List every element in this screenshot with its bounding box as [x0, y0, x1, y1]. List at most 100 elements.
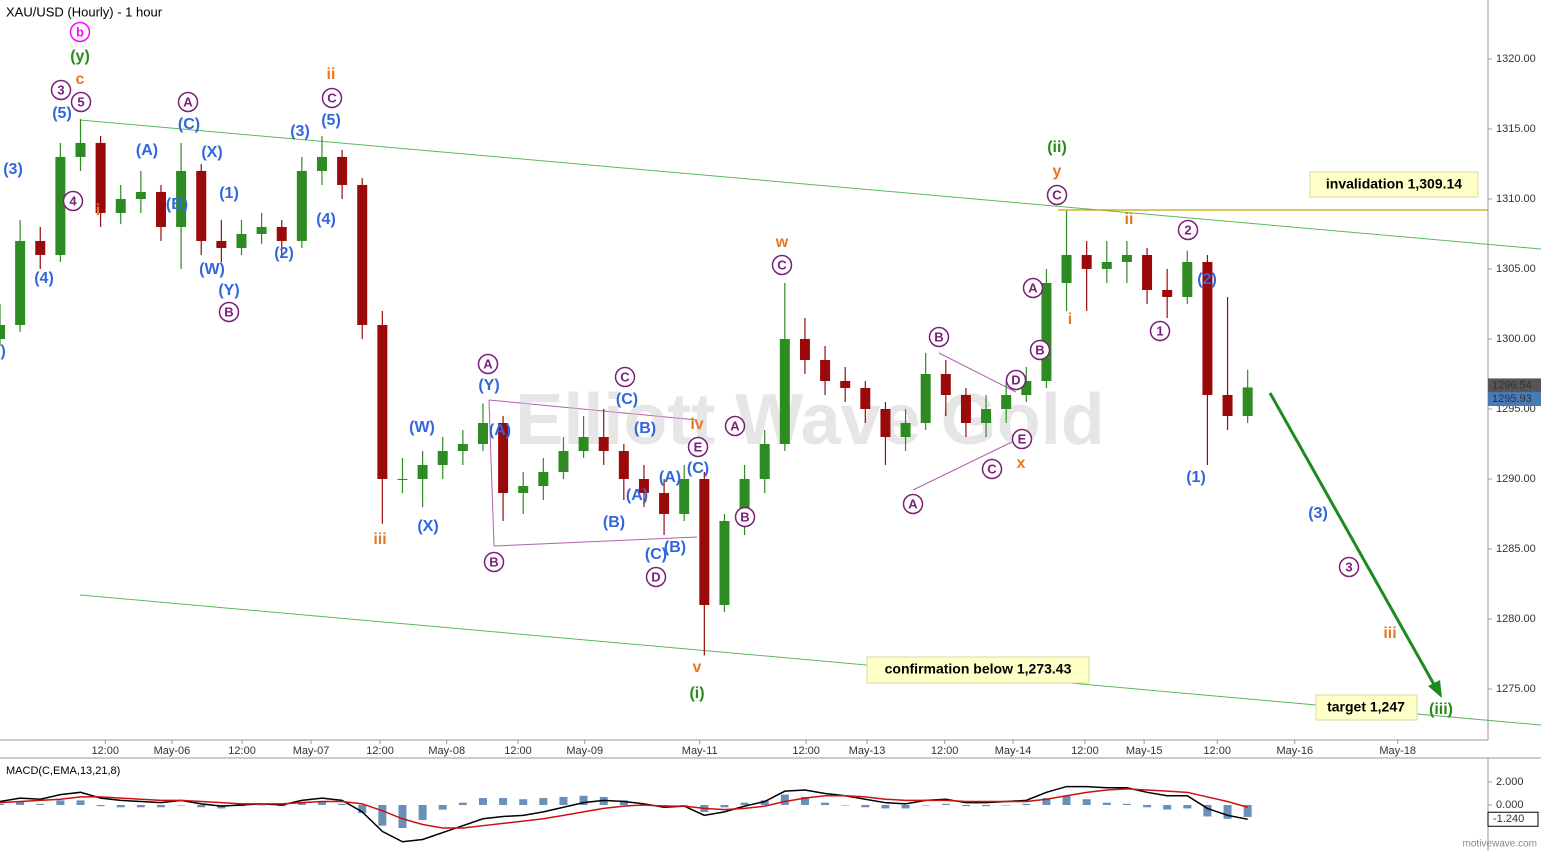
channel-line — [79, 594, 1541, 726]
histogram-bar — [1203, 804, 1212, 817]
candle-body — [296, 170, 307, 241]
triangle-line — [938, 352, 1017, 393]
wave-circle — [1022, 277, 1044, 299]
candle-body — [860, 387, 871, 409]
candle-body — [1142, 254, 1153, 290]
wave-label: B — [934, 329, 943, 344]
candle-body — [236, 233, 247, 248]
wave-circle — [1149, 320, 1171, 342]
wave-label: 5 — [77, 94, 84, 109]
candle-body — [377, 324, 388, 480]
histogram-bar — [257, 804, 266, 806]
wave-label: E — [1018, 431, 1027, 446]
histogram-bar — [36, 803, 45, 805]
candle-body — [55, 156, 66, 255]
histogram-bar — [519, 799, 528, 805]
wave-label: (B) — [603, 514, 625, 531]
wave-label: (1) — [1186, 469, 1206, 486]
candle-body — [477, 422, 488, 444]
box — [1309, 171, 1479, 198]
wave-label: (2) — [0, 343, 6, 360]
candle-body — [115, 198, 126, 213]
wave-circle — [687, 436, 709, 458]
histogram-bar — [579, 795, 588, 805]
wave-label: D — [651, 569, 660, 584]
histogram-bar — [921, 804, 930, 806]
candle-body — [1202, 261, 1213, 395]
wave-label: (C) — [178, 116, 200, 133]
histogram-bar — [56, 800, 65, 805]
y-tick-label: 1320.00 — [1496, 53, 1536, 65]
wave-circle — [1011, 428, 1033, 450]
wave-label: i — [96, 202, 100, 219]
x-tick-label: May-06 — [154, 745, 191, 757]
triangle-line — [493, 536, 698, 547]
wave-label: (A) — [626, 487, 648, 504]
wave-label: A — [908, 496, 918, 511]
histogram-bar — [16, 801, 25, 805]
price-marker-label: 1295.93 — [1492, 393, 1532, 405]
wave-label: E — [694, 439, 703, 454]
histogram-bar — [559, 796, 568, 805]
histogram-bar — [358, 804, 367, 814]
histogram-bar — [499, 798, 508, 805]
x-tick-label: May-18 — [1379, 745, 1416, 757]
histogram-bar — [478, 798, 487, 805]
wave-label: 4 — [69, 193, 77, 208]
wave-label: A — [730, 418, 740, 433]
histogram-bar — [982, 804, 991, 807]
wave-label: (Y) — [478, 377, 499, 394]
x-tick-label: May-16 — [1276, 745, 1313, 757]
wave-circle — [69, 21, 91, 43]
wave-label: A — [483, 356, 493, 371]
wave-label: ii — [1125, 211, 1134, 228]
histogram-bar — [136, 804, 145, 808]
wave-label: (3) — [3, 161, 23, 178]
wave-label: (Y) — [218, 282, 239, 299]
candle-body — [1162, 289, 1173, 297]
histogram-bar — [116, 804, 125, 808]
x-tick-label: May-14 — [995, 745, 1032, 757]
wave-label: B — [740, 509, 749, 524]
footer: motivewave.com — [1463, 839, 1537, 850]
wave-circle — [734, 506, 756, 528]
wave-label: iv — [690, 416, 703, 433]
histogram-bar — [881, 804, 890, 809]
candle-body — [316, 156, 327, 171]
annotations: b(y)c35(5)(3)4i(4)(A)(B)A(C)(X)(1)(W)(Y)… — [0, 21, 1453, 718]
candle-body — [759, 444, 770, 480]
wave-label: C — [777, 257, 787, 272]
wave-label: 3 — [1345, 559, 1352, 574]
candle-body — [1041, 282, 1052, 381]
histogram-bar — [378, 804, 387, 826]
candle-body — [397, 479, 408, 481]
wave-label: C — [327, 90, 337, 105]
wave-label: (X) — [417, 518, 438, 535]
candle-body — [558, 451, 569, 473]
wave-label: B — [489, 554, 498, 569]
wave-circle — [321, 87, 343, 109]
candle-body — [538, 472, 549, 487]
candle-body — [256, 226, 267, 234]
macd-title: MACD(C,EMA,13,21,8) — [6, 765, 120, 777]
x-tick-label: 12:00 — [228, 745, 256, 757]
histogram-bar — [458, 802, 467, 805]
histogram-bar — [680, 804, 689, 806]
wave-label: (iii) — [1429, 701, 1453, 718]
triangle-line — [912, 439, 1017, 491]
wave-label: (W) — [199, 261, 225, 278]
wave-label: iii — [373, 531, 386, 548]
y-tick-label: 1310.00 — [1496, 193, 1536, 205]
wave-label: b — [76, 24, 84, 39]
wave-circle — [218, 301, 240, 323]
y-tick-label: 0.000 — [1496, 799, 1524, 811]
candle-body — [1242, 387, 1253, 416]
candle-body — [598, 436, 609, 452]
histogram-bar — [1062, 795, 1071, 805]
histogram-bar — [760, 800, 769, 805]
x-tick-label: May-09 — [566, 745, 603, 757]
histogram-bar — [398, 804, 407, 828]
histogram-bar — [1223, 804, 1232, 819]
candle-body — [135, 191, 146, 199]
